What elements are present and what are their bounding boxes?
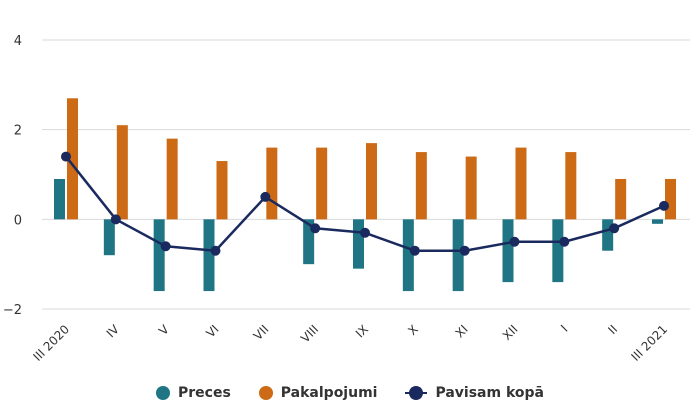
y-tick-label: 2 (14, 124, 22, 139)
x-tick-label: VII (251, 322, 272, 343)
bar-preces (203, 219, 215, 292)
x-tick-label: III 2021 (628, 322, 670, 364)
bar-pakalpojumi (665, 178, 676, 220)
total-line-point (210, 245, 221, 256)
bar-pakalpojumi (166, 138, 178, 220)
bar-preces (303, 219, 315, 265)
x-tick-label: III 2020 (30, 322, 72, 364)
total-line-point (61, 151, 71, 162)
total-line (61, 151, 669, 256)
legend-item-pakalpojumi: Pakalpojumi (258, 385, 378, 401)
total-line-point (360, 227, 370, 238)
bar-pakalpojumi (465, 156, 477, 220)
bar-preces (652, 219, 663, 224)
bar-pakalpojumi (216, 161, 228, 220)
bar-pakalpojumi (116, 125, 128, 220)
y-tick-label: −2 (3, 303, 22, 318)
legend-label-pakalpojumi: Pakalpojumi (280, 385, 378, 401)
legend-swatch-pavisam-kopa (405, 386, 428, 400)
legend-swatch-pakalpojumi (258, 386, 273, 400)
bar-pakalpojumi (515, 147, 527, 220)
chart: 420−2 III 2020 IV V VI VII VIII IX X XI XII I II III… (3, 34, 690, 364)
bar-pakalpojumi (565, 152, 577, 220)
total-line-point (409, 245, 420, 256)
x-axis-ticks: III 2020 IV V VI VII VIII IX X XI XII I II III 2021 (30, 322, 670, 364)
total-line-point (659, 200, 669, 211)
x-tick-label: VIII (298, 322, 321, 345)
bar-preces (452, 219, 464, 292)
x-tick-label: II (605, 322, 620, 337)
x-tick-label: IV (104, 322, 123, 341)
total-line-point (310, 223, 321, 234)
x-tick-label: V (156, 322, 172, 338)
y-axis-ticks: 4 2 0 −2 (3, 34, 22, 318)
total-line-point (260, 191, 271, 202)
total-line-point (459, 245, 470, 256)
legend-label-preces: Preces (177, 385, 231, 401)
total-line-point (609, 223, 620, 234)
x-tick-label: VI (203, 322, 221, 340)
bar-preces (353, 219, 364, 269)
y-tick-label: 0 (14, 213, 22, 228)
legend-swatch-preces (155, 386, 170, 400)
legend-item-preces: Preces (155, 385, 231, 401)
bar-preces (153, 219, 165, 292)
legend: Preces Pakalpojumi Pavisam kopā (0, 385, 700, 401)
bars (54, 98, 676, 292)
y-tick-label: 4 (14, 34, 22, 49)
bar-preces (602, 219, 614, 251)
x-tick-label: X (405, 322, 421, 338)
legend-item-pavisam-kopa: Pavisam kopā (405, 385, 544, 401)
bar-pakalpojumi (366, 143, 377, 220)
bar-pakalpojumi (615, 178, 627, 220)
total-line-point (559, 236, 570, 247)
bar-preces (502, 219, 514, 283)
x-tick-label: XI (453, 322, 471, 340)
bar-pakalpojumi (67, 98, 78, 220)
bar-preces (54, 178, 65, 220)
bar-pakalpojumi (415, 152, 427, 220)
bar-pakalpojumi (266, 147, 278, 220)
total-line-point (160, 241, 171, 252)
bar-preces (103, 219, 115, 256)
bar-pakalpojumi (316, 147, 328, 220)
x-tick-label: XII (500, 322, 521, 343)
x-tick-label: I (558, 322, 570, 334)
bar-preces (402, 219, 414, 292)
bar-preces (552, 219, 564, 283)
x-tick-label: IX (353, 322, 371, 340)
legend-label-pavisam-kopa: Pavisam kopā (435, 385, 544, 401)
total-line-point (110, 214, 121, 225)
total-line-point (509, 236, 520, 247)
